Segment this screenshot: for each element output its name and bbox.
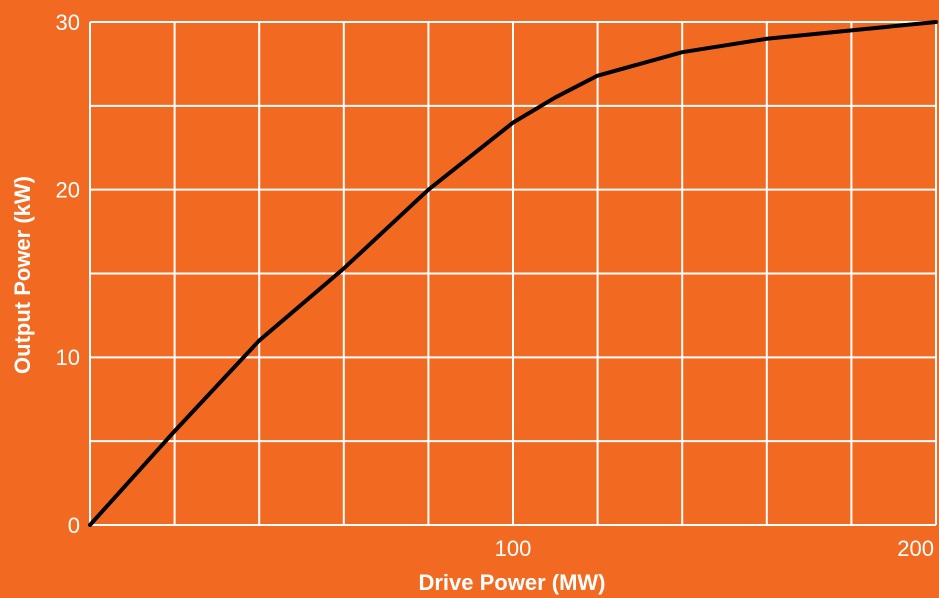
x-tick-label: 100 bbox=[495, 536, 532, 561]
y-tick-label: 20 bbox=[56, 177, 80, 202]
x-axis-title: Drive Power (MW) bbox=[418, 570, 605, 595]
y-tick-label: 10 bbox=[56, 345, 80, 370]
y-tick-label: 0 bbox=[68, 513, 80, 538]
y-axis-title: Output Power (kW) bbox=[10, 176, 35, 374]
line bbox=[88, 20, 938, 527]
x-tick-label: 200 bbox=[897, 536, 934, 561]
y-tick-label: 30 bbox=[56, 10, 80, 35]
